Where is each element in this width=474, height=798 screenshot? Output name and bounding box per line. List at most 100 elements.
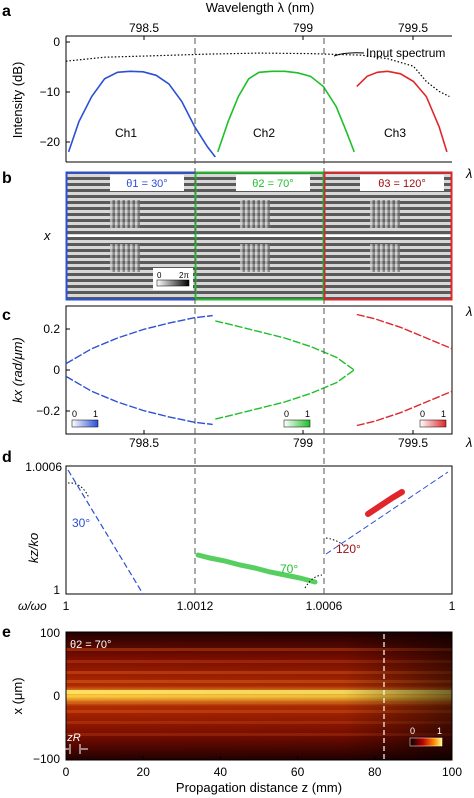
panel-c-colorbar-max: 1 bbox=[305, 409, 310, 419]
panel-a-top-tick: 799 bbox=[293, 21, 313, 35]
panel-a-channel-label: Ch3 bbox=[384, 126, 406, 140]
panel-d-angle: 30° bbox=[72, 516, 90, 530]
panel-b-x-label: λ bbox=[465, 304, 472, 319]
panel-b-letter: b bbox=[2, 170, 12, 187]
panel-a-y-ticks: 0 −10 −20 bbox=[40, 35, 61, 149]
panel-a-annotation: Input spectrum bbox=[366, 46, 445, 60]
panel-a-y-tick-marks bbox=[66, 41, 70, 143]
panel-d-x-label: ω/ωo bbox=[18, 599, 47, 613]
panel-d-letter: d bbox=[2, 449, 12, 466]
panel-c-series-ch3-upper bbox=[356, 313, 453, 350]
panel-d-traces bbox=[67, 469, 449, 595]
panel-e-x-tick: 60 bbox=[291, 765, 305, 779]
panel-d-angle: 70° bbox=[280, 562, 298, 576]
panel-c-plot bbox=[65, 313, 453, 427]
panel-a-y-label: Intensity (dB) bbox=[10, 62, 25, 139]
panel-d-x-tick: 1.0006 bbox=[306, 599, 343, 613]
panel-c-x-ticks: 798.5 799 799.5 bbox=[129, 436, 428, 450]
panel-c-series-ch2-lower bbox=[215, 369, 355, 420]
panel-b-colorbar bbox=[156, 279, 190, 287]
panel-a-top-axis-label: Wavelength λ (nm) bbox=[206, 0, 315, 15]
panel-c-colorbars: 0 1 0 1 0 1 bbox=[71, 409, 447, 428]
panel-b-theta-label: θ2 = 70° bbox=[252, 178, 293, 190]
panel-e-frame bbox=[65, 631, 453, 761]
panel-a-top-tick: 798.5 bbox=[129, 21, 159, 35]
panel-e-y-tick: 100 bbox=[40, 626, 60, 640]
panel-b-theta-label: θ1 = 30° bbox=[126, 178, 167, 190]
panel-e-colorbar bbox=[409, 737, 443, 747]
panel-e-y-tick: 0 bbox=[53, 689, 60, 703]
panel-e-x-tick: 0 bbox=[63, 765, 70, 779]
panel-c-x-label: λ bbox=[465, 435, 472, 450]
panel-d-y-tick-top: 1.0006 bbox=[25, 460, 62, 474]
panel-c-colorbar-max: 1 bbox=[441, 409, 446, 419]
panel-b-fringes bbox=[67, 173, 452, 299]
panel-c-y-label: kx (rad/μm) bbox=[10, 337, 25, 403]
panel-e-colorbar-max: 1 bbox=[437, 726, 442, 736]
panel-b-colorbar-max: 2π bbox=[179, 271, 189, 280]
panel-e-zr-label: zR bbox=[66, 732, 81, 744]
panel-d-angle: 120° bbox=[336, 542, 361, 556]
panel-a-channel-label: Ch2 bbox=[253, 126, 275, 140]
panel-b-y-label: x bbox=[43, 228, 51, 243]
panel-c-y-tick: 0 bbox=[53, 363, 60, 377]
panel-c-x-tick-marks bbox=[143, 430, 414, 434]
panel-c-y-ticks: 0.2 0 −0.2 bbox=[36, 322, 60, 418]
panel-a-series-ch1 bbox=[67, 70, 216, 158]
panel-c-series-ch1-upper bbox=[65, 314, 213, 365]
panel-d-x-tick: 1 bbox=[63, 599, 70, 613]
panel-a-annotation-pointer bbox=[333, 52, 365, 57]
panel-b-frame-ch3 bbox=[323, 171, 453, 301]
panel-c-series-ch1-lower bbox=[65, 375, 213, 426]
panel-a-series-input-spectrum bbox=[65, 52, 450, 98]
panel-c-x-tick: 799.5 bbox=[398, 436, 428, 450]
panel-d-y-label: kz/ko bbox=[26, 533, 41, 563]
panel-e-x-tick: 80 bbox=[368, 765, 382, 779]
panel-c-colorbar-min: 0 bbox=[284, 409, 289, 419]
panel-e-letter: e bbox=[2, 624, 11, 641]
panel-c-y-tick-marks bbox=[66, 328, 70, 412]
panel-e-theta-label: θ2 = 70° bbox=[70, 639, 111, 651]
panel-a-y-tick: −10 bbox=[40, 85, 61, 99]
channel-dividers bbox=[194, 38, 325, 598]
panel-e-x-tick: 100 bbox=[442, 765, 462, 779]
panel-a-top-tick: 799.5 bbox=[398, 21, 428, 35]
panel-a-channel-label: Ch1 bbox=[115, 126, 137, 140]
panel-a-series-ch2 bbox=[217, 70, 355, 153]
panel-a-x-label: λ bbox=[465, 166, 472, 181]
panel-d-x-ticks: 1 1.0012 1.0006 1 bbox=[63, 599, 456, 613]
panel-b-theta-box bbox=[236, 175, 310, 191]
panel-a-series-ch3 bbox=[356, 70, 448, 153]
panel-e-x-ticks: 0 20 40 60 80 100 bbox=[63, 756, 462, 779]
panel-c-series-ch3-lower bbox=[356, 390, 453, 427]
panel-b-theta-box bbox=[360, 175, 444, 191]
panel-d-x-tick: 1.0012 bbox=[177, 599, 214, 613]
panel-a-top-ticks: 798.5 799 799.5 bbox=[129, 21, 428, 35]
panel-c-letter: c bbox=[2, 307, 11, 324]
panel-c-x-tick: 798.5 bbox=[129, 436, 159, 450]
panel-e-y-ticks: 100 0 −100 bbox=[33, 626, 60, 766]
panel-d-x-tick: 1 bbox=[449, 599, 456, 613]
panel-c-frame bbox=[65, 305, 453, 435]
panel-c-colorbar-min: 0 bbox=[72, 409, 77, 419]
panel-a-plot bbox=[65, 52, 450, 158]
panel-b-theta-box bbox=[110, 175, 184, 191]
panel-b-theta-label: θ3 = 120° bbox=[378, 178, 426, 190]
panel-e-y-label: x (μm) bbox=[10, 677, 25, 714]
panel-e-colorbar-min: 0 bbox=[410, 726, 415, 736]
panel-c-colorbar-min: 0 bbox=[420, 409, 425, 419]
panel-e-heatmap bbox=[66, 632, 452, 760]
panel-a-top-tick-marks bbox=[143, 36, 414, 40]
panel-d-frame bbox=[65, 465, 453, 595]
panel-e-x-label: Propagation distance z (mm) bbox=[176, 780, 342, 795]
panel-e-x-tick: 40 bbox=[214, 765, 228, 779]
panel-c-series-ch2-upper bbox=[215, 320, 355, 371]
panel-e-y-tick: −100 bbox=[33, 752, 60, 766]
panel-e-x-tick: 20 bbox=[137, 765, 151, 779]
panel-c-colorbar-max: 1 bbox=[93, 409, 98, 419]
panel-c-x-tick: 799 bbox=[293, 436, 313, 450]
panel-c-y-tick: 0.2 bbox=[43, 322, 60, 336]
panel-b-colorbar-min: 0 bbox=[157, 271, 162, 280]
panel-a-y-tick: −20 bbox=[40, 135, 61, 149]
